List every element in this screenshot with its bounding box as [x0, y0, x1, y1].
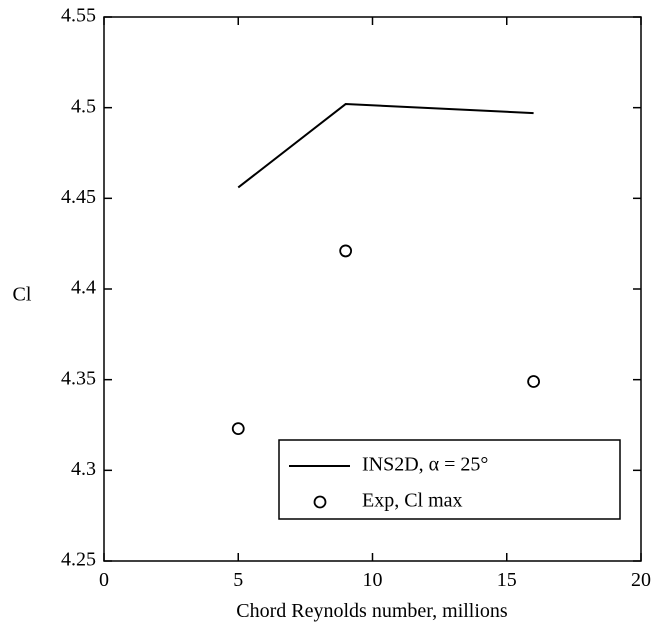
y-tick-label: 4.3: [71, 458, 96, 480]
legend-label-ins2d: INS2D, α = 25°: [362, 454, 488, 476]
y-tick-label: 4.35: [61, 367, 96, 389]
x-axis-title: Chord Reynolds number, millions: [236, 600, 508, 622]
series-layer: [231, 103, 540, 436]
legend-circle-swatch: [313, 495, 327, 509]
y-tick-label: 4.45: [61, 186, 96, 208]
x-tick-label: 15: [497, 569, 517, 591]
y-tick-label: 4.4: [71, 277, 96, 299]
legend-label-exp: Exp, Cl max: [362, 490, 463, 512]
y-axis-title: Cl: [13, 284, 32, 306]
data-point-exp: [231, 422, 245, 436]
legend: INS2D, α = 25° Exp, Cl max: [278, 439, 621, 520]
y-tick-label: 4.55: [61, 5, 96, 27]
data-point-exp: [339, 244, 353, 258]
x-tick-label: 20: [631, 569, 651, 591]
series-line-ins2d: [237, 103, 534, 189]
x-tick-label: 10: [363, 569, 383, 591]
x-tick-label: 0: [99, 569, 109, 591]
ticks-layer: 0 5 10 15 20 4.25 4.3 4.35 4.4 4.45 4.5 4.55: [61, 5, 651, 591]
data-point-exp: [527, 375, 540, 388]
x-tick-label: 5: [233, 569, 243, 591]
y-tick-label: 4.25: [61, 549, 96, 571]
legend-box: [278, 439, 621, 520]
y-tick-label: 4.5: [71, 95, 96, 117]
